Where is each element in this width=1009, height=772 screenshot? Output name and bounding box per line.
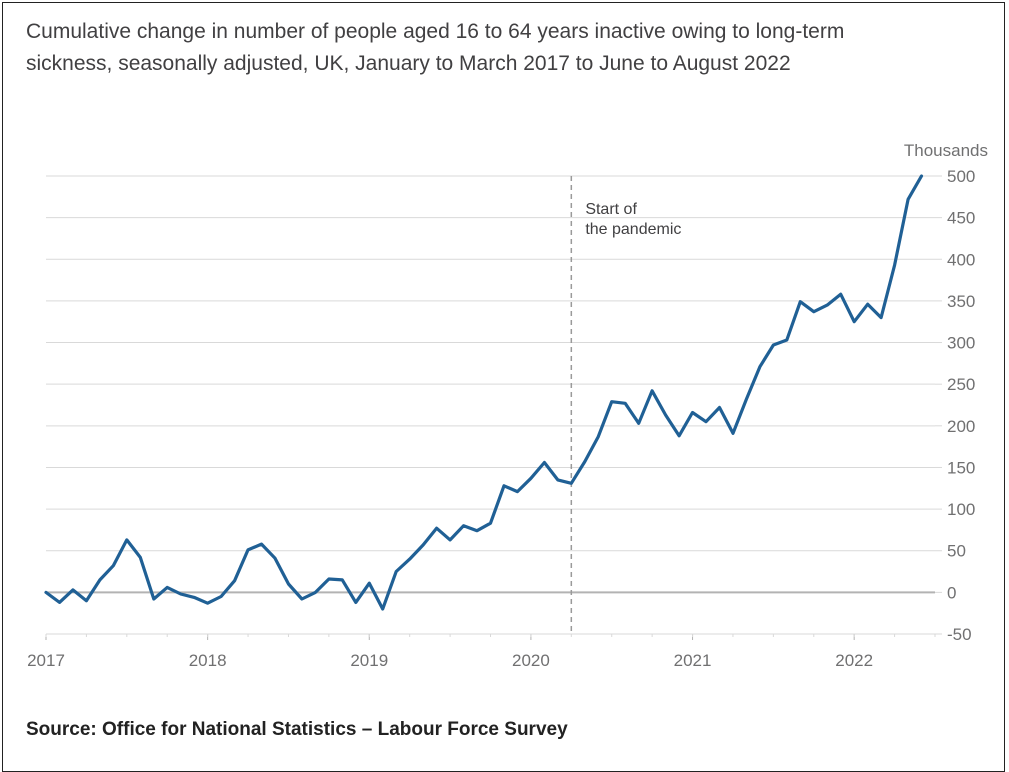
y-tick-label: -50 [947, 625, 972, 644]
source-note: Source: Office for National Statistics –… [26, 719, 568, 741]
y-tick-label: 500 [947, 167, 975, 186]
x-tick-label: 2020 [512, 651, 550, 670]
x-tick-label: 2022 [835, 651, 873, 670]
x-tick-label: 2017 [27, 651, 65, 670]
series-layer [46, 176, 922, 609]
y-axis: -50 0 50 100 150 200 250 300 350 400 450 500 Thousan… [904, 141, 988, 644]
y-tick-label: 450 [947, 209, 975, 228]
y-tick-label: 400 [947, 250, 975, 269]
y-tick-label: 300 [947, 334, 975, 353]
x-tick-label: 2019 [350, 651, 388, 670]
y-tick-label: 50 [947, 542, 966, 561]
y-unit-label: Thousands [904, 141, 988, 160]
annotation-label: the pandemic [585, 221, 681, 238]
gridlines [46, 176, 935, 634]
line-chart: Start of the pandemic 2017 2018 2019 2020 202… [0, 0, 1009, 710]
y-tick-label: 150 [947, 458, 975, 477]
series-line [46, 176, 922, 609]
y-tick-label: 200 [947, 417, 975, 436]
y-tick-label: 250 [947, 375, 975, 394]
y-tick-label: 100 [947, 500, 975, 519]
annotation-label: Start of [585, 201, 637, 218]
x-tick-label: 2018 [189, 651, 227, 670]
x-axis: 2017 2018 2019 2020 2021 2022 [27, 634, 935, 670]
x-tick-label: 2021 [674, 651, 712, 670]
y-tick-label: 350 [947, 292, 975, 311]
y-tick-label: 0 [947, 583, 956, 602]
